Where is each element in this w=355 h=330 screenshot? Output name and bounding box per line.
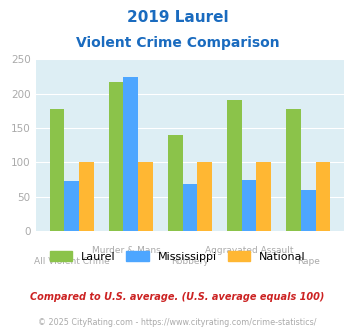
Bar — [316, 162, 330, 231]
Bar — [256, 162, 271, 231]
Text: Murder & Mans...: Murder & Mans... — [92, 246, 169, 255]
Bar — [168, 135, 182, 231]
Bar — [227, 100, 242, 231]
Text: All Violent Crime: All Violent Crime — [34, 257, 110, 266]
Text: Rape: Rape — [297, 257, 320, 266]
Text: Aggravated Assault: Aggravated Assault — [205, 246, 293, 255]
Text: 2019 Laurel: 2019 Laurel — [127, 10, 228, 25]
Text: Compared to U.S. average. (U.S. average equals 100): Compared to U.S. average. (U.S. average … — [30, 292, 325, 302]
Bar — [79, 162, 94, 231]
Legend: Laurel, Mississippi, National: Laurel, Mississippi, National — [45, 247, 310, 267]
Bar — [50, 109, 64, 231]
Bar — [138, 162, 153, 231]
Bar — [64, 181, 79, 231]
Bar — [197, 162, 212, 231]
Text: Robbery: Robbery — [171, 257, 209, 266]
Bar — [109, 82, 124, 231]
Text: © 2025 CityRating.com - https://www.cityrating.com/crime-statistics/: © 2025 CityRating.com - https://www.city… — [38, 318, 317, 327]
Bar — [286, 109, 301, 231]
Bar — [301, 190, 316, 231]
Text: Violent Crime Comparison: Violent Crime Comparison — [76, 36, 279, 50]
Bar — [242, 180, 256, 231]
Bar — [182, 183, 197, 231]
Bar — [124, 77, 138, 231]
